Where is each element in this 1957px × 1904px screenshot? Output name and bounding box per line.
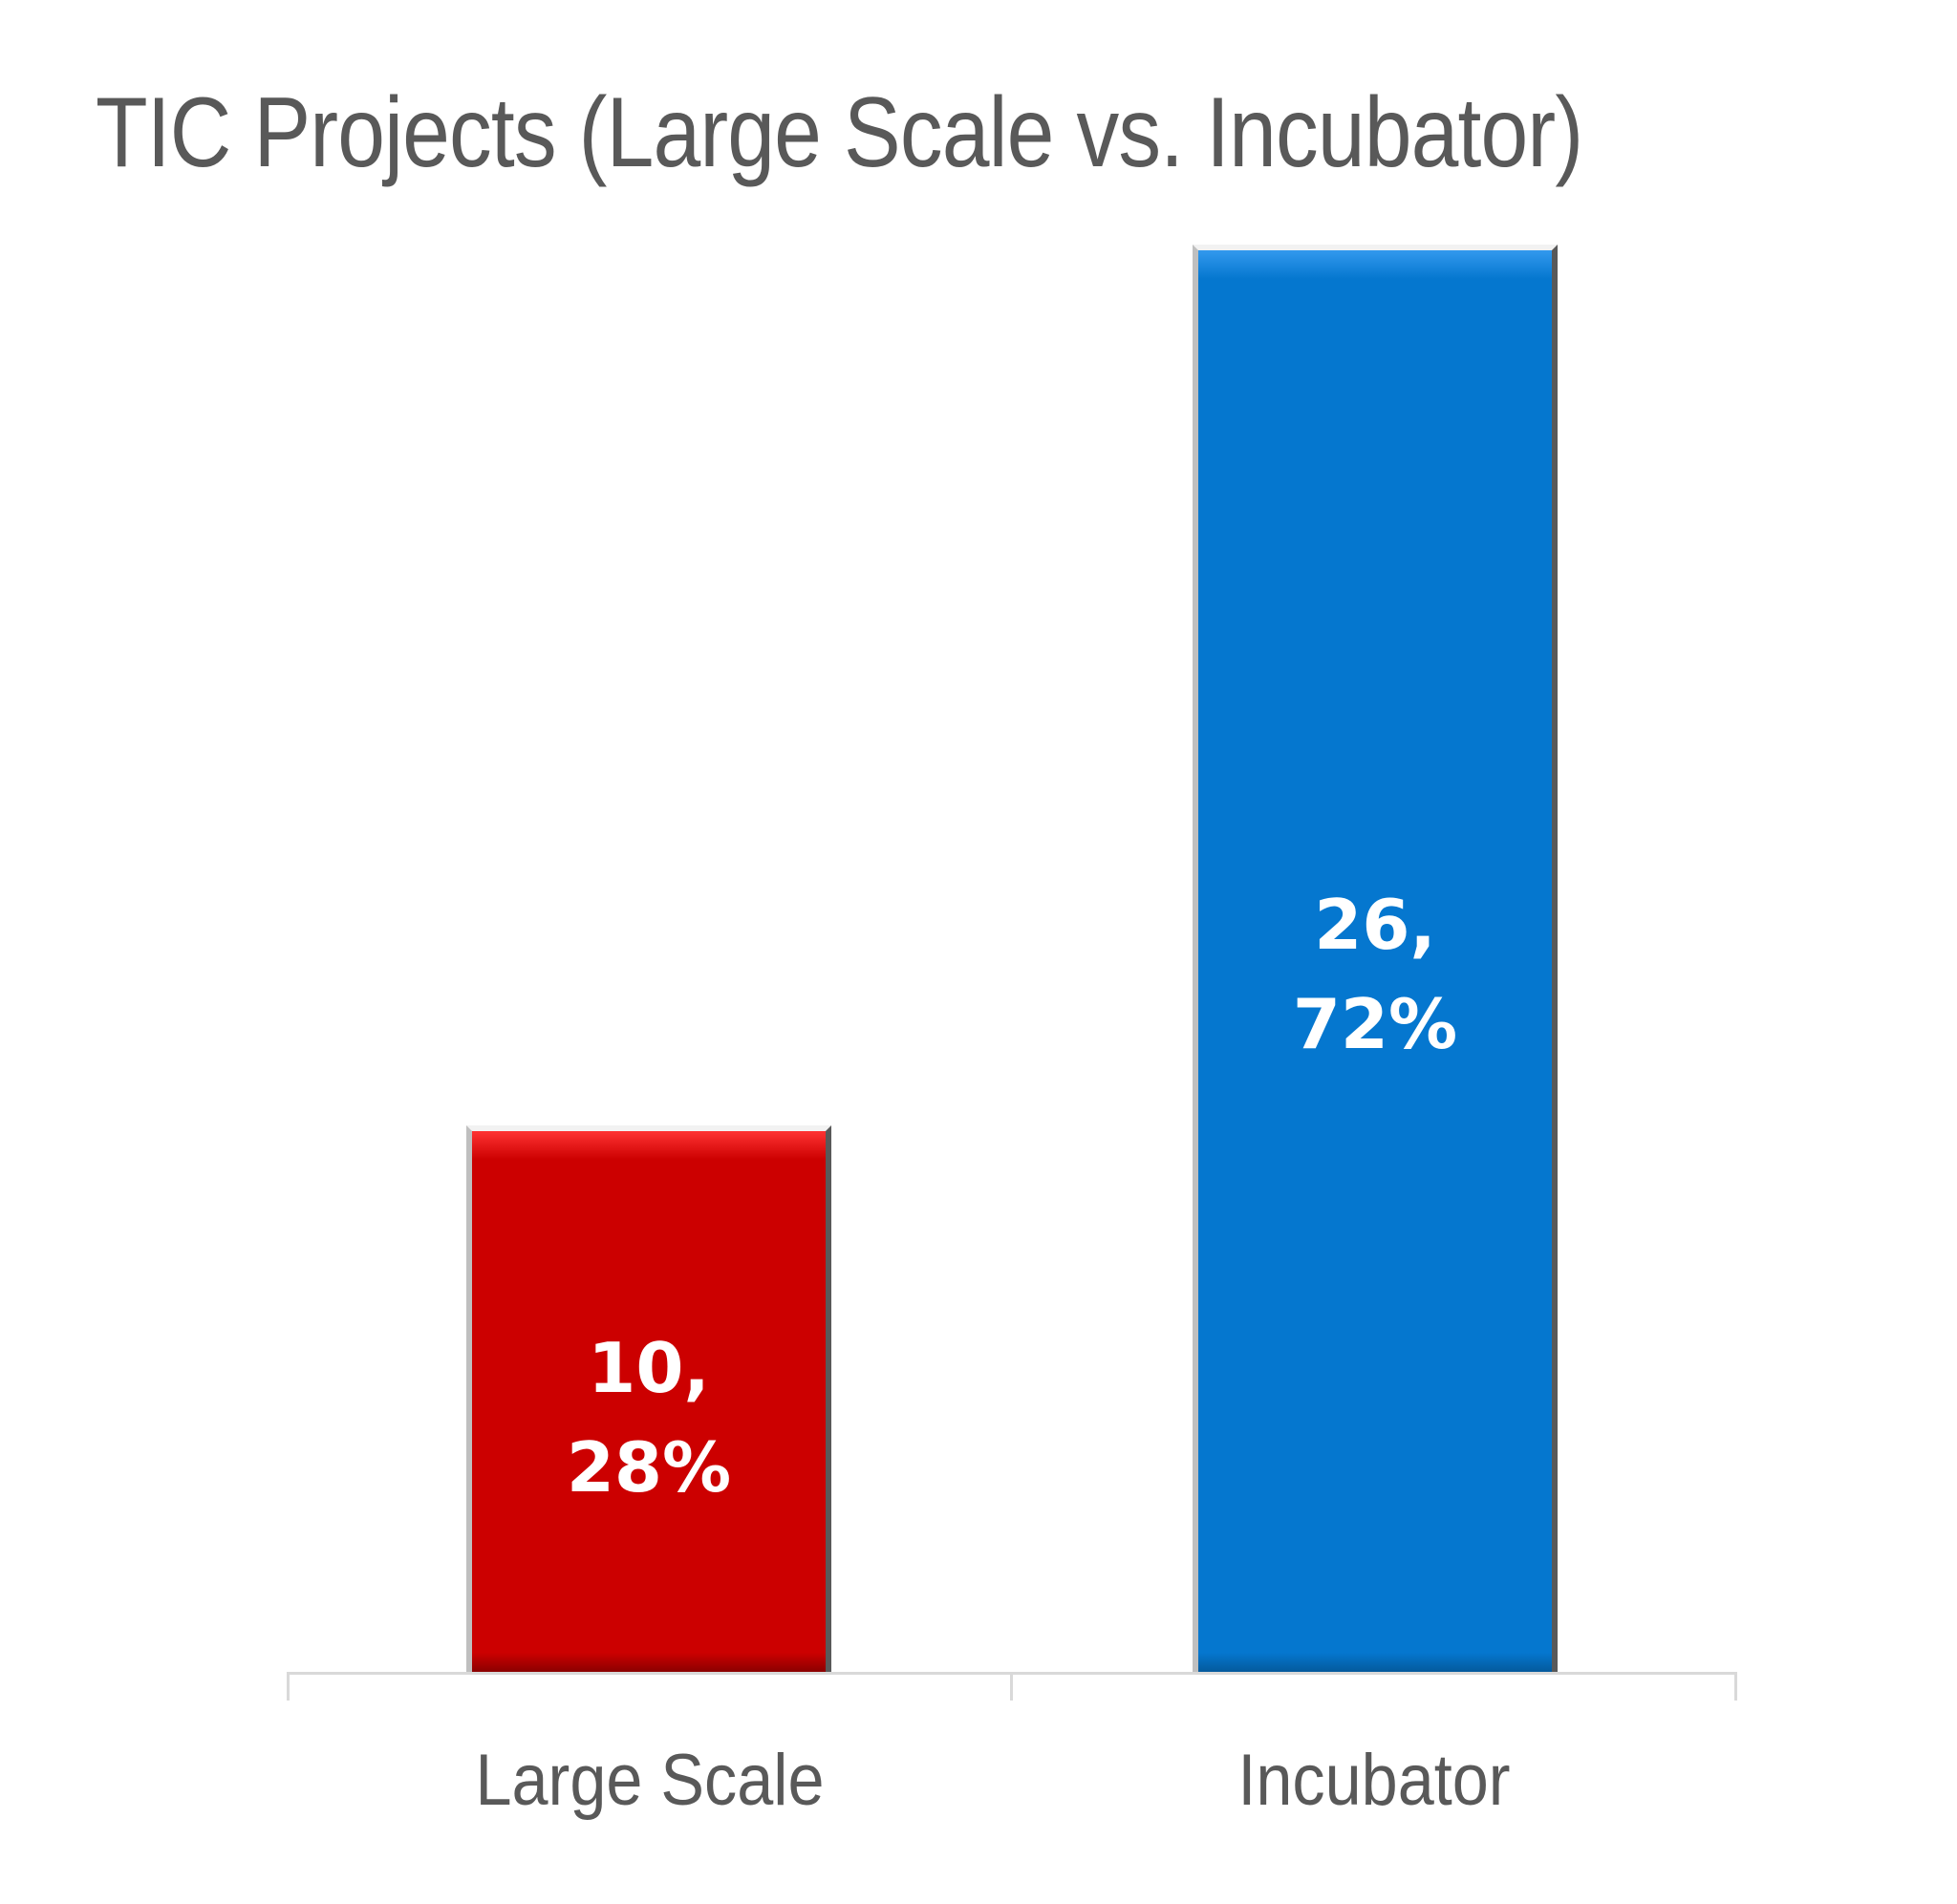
x-axis-tick: [1010, 1672, 1013, 1701]
category-label-incubator: Incubator: [1237, 1740, 1511, 1821]
bar-label-incubator: 26, 72%: [1292, 885, 1458, 1064]
bar-large-scale: 10, 28%: [466, 1125, 831, 1672]
chart-title: TIC Projects (Large Scale vs. Incubator): [96, 77, 1583, 188]
bar-incubator: 26, 72%: [1193, 245, 1558, 1672]
bar-label-large-scale: 10, 28%: [566, 1328, 732, 1508]
x-axis-tick: [287, 1672, 290, 1701]
category-label-large-scale: Large Scale: [475, 1740, 825, 1821]
x-axis-tick: [1734, 1672, 1737, 1701]
